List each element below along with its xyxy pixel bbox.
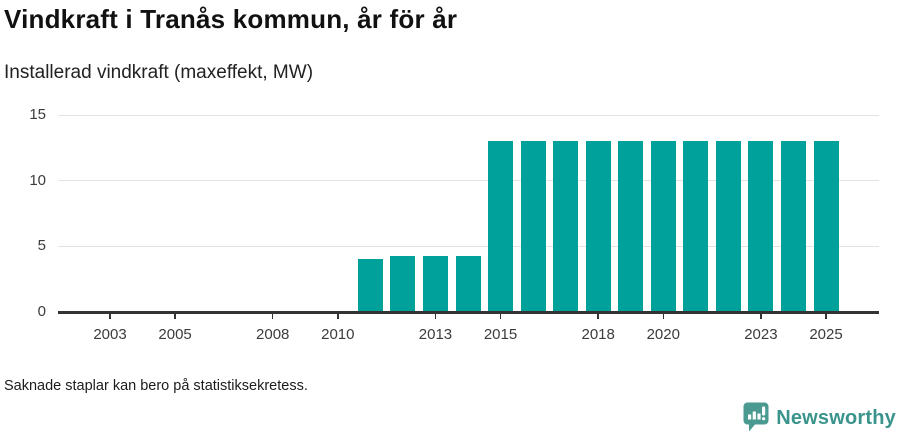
gridline-y10: [58, 180, 879, 182]
bar-2011: [357, 259, 383, 312]
bar-2021: [683, 141, 709, 312]
y-axis-tick-label: 15: [29, 106, 46, 123]
bar-2022: [715, 141, 741, 312]
x-axis-tick-label: 2020: [646, 326, 680, 343]
newsworthy-logo-text: Newsworthy: [776, 406, 896, 429]
bar-2024: [780, 141, 806, 312]
x-axis-tick-2025: [825, 313, 827, 319]
chart-subtitle: Installerad vindkraft (maxeffekt, MW): [4, 62, 314, 83]
newsworthy-bubble-chart-icon: [743, 402, 769, 434]
y-axis-tick-label: 0: [37, 303, 46, 320]
bar-2018: [585, 141, 611, 312]
x-axis-tick-2003: [109, 313, 111, 319]
bar-2023: [748, 141, 774, 312]
x-axis-tick-label: 2013: [418, 326, 453, 343]
x-axis-tick-label: 2015: [483, 326, 518, 343]
x-axis-tick-2023: [760, 313, 762, 319]
y-axis-tick-label: 5: [37, 237, 46, 255]
newsworthy-logo[interactable]: Newsworthy: [743, 402, 896, 434]
bar-2020: [650, 141, 676, 312]
bar-2016: [520, 141, 546, 312]
x-axis-line: [58, 311, 879, 314]
y-axis-tick-label: 10: [29, 171, 46, 189]
bar-2015: [488, 141, 514, 312]
x-axis-tick-label: 2010: [321, 326, 355, 343]
bar-2014: [455, 255, 481, 312]
gridline-y15: [58, 114, 879, 116]
x-axis-tick-label: 2018: [581, 326, 615, 343]
x-axis-tick-2015: [499, 313, 502, 319]
gridline-y5: [58, 245, 879, 247]
x-axis-tick-2010: [337, 313, 339, 319]
bar-2019: [618, 141, 644, 312]
x-axis-tick-2013: [434, 313, 437, 319]
footnote: Saknade staplar kan bero på statistiksek…: [4, 378, 308, 394]
x-axis-tick-2020: [662, 313, 665, 319]
x-axis-tick-2005: [174, 313, 176, 319]
x-axis-tick-2018: [597, 313, 599, 319]
bar-2013: [422, 255, 448, 312]
x-axis-tick-label: 2025: [809, 326, 843, 343]
x-axis-tick-label: 2023: [744, 326, 778, 343]
x-axis-tick-label: 2008: [256, 326, 290, 343]
bar-2017: [553, 141, 579, 312]
x-axis-tick-2008: [271, 313, 274, 319]
x-axis-tick-label: 2005: [158, 326, 192, 343]
bar-2025: [813, 141, 839, 312]
bar-2012: [390, 255, 416, 312]
x-axis-tick-label: 2003: [93, 326, 127, 343]
page-title: Vindkraft i Tranås kommun, år för år: [4, 4, 458, 34]
